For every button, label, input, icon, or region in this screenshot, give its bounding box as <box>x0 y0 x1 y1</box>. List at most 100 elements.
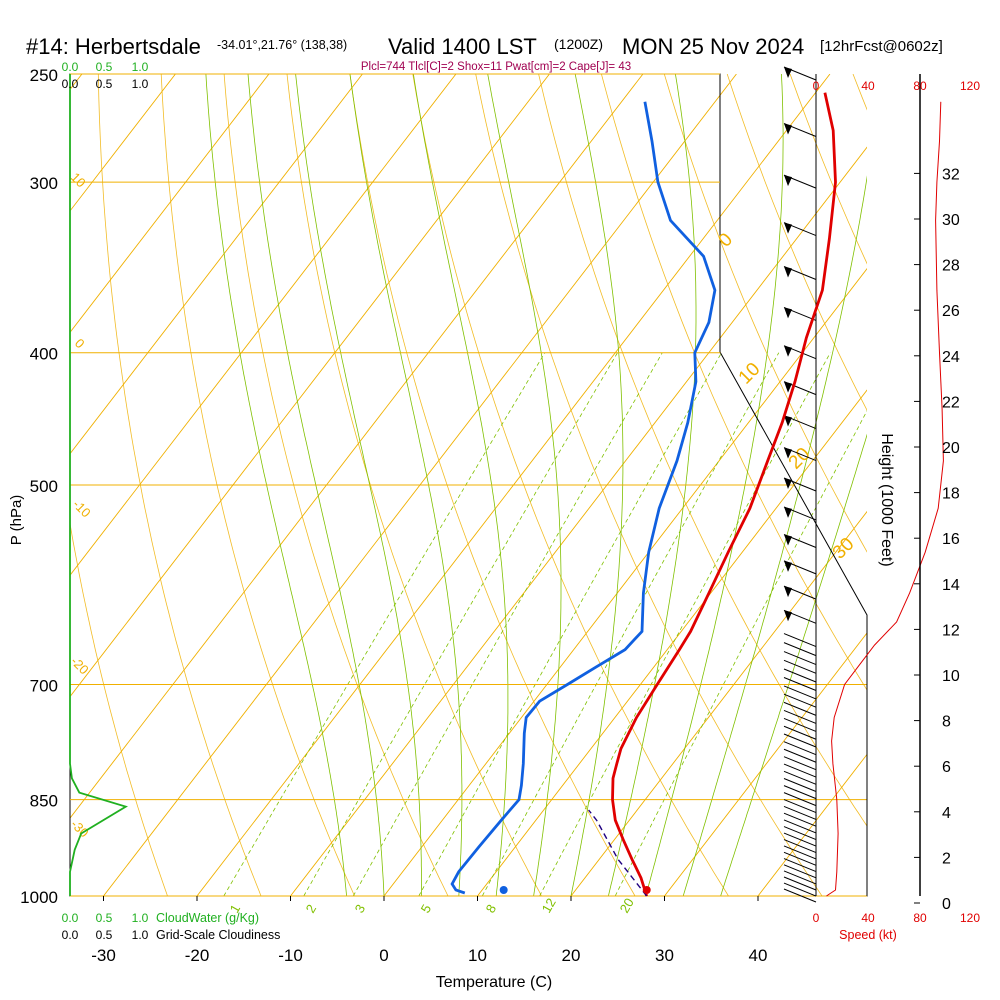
moist-adiabat <box>570 74 624 896</box>
wind-barb-flag <box>784 307 792 319</box>
height-tick-label: 6 <box>942 759 951 776</box>
wind-barb <box>783 882 817 897</box>
wind-barb <box>783 826 817 840</box>
dry-adiabat <box>601 74 867 691</box>
speed-tick-top: 40 <box>861 79 875 93</box>
wind-barb <box>783 741 817 756</box>
cloudiness-scale-bottom: 0.5 <box>96 928 113 942</box>
x-tick-label: 10 <box>468 946 487 965</box>
dry-adiabat <box>70 521 168 896</box>
wind-barb <box>783 845 817 860</box>
wind-barb <box>783 677 817 691</box>
cloudwater-label: CloudWater (g/Kg) <box>156 911 259 925</box>
sounding-indices: Plcl=744 Tlcl[C]=2 Shox=11 Pwat[cm]=2 Ca… <box>361 61 631 73</box>
cloudwater-scale-bottom: 1.0 <box>132 911 149 925</box>
height-tick-label: 0 <box>942 896 951 913</box>
parcel-line <box>588 809 648 897</box>
chart-series <box>69 74 837 897</box>
wind-barb <box>783 851 817 866</box>
cloudwater-scale-top: 0.0 <box>62 60 79 74</box>
moist-adiabat <box>487 74 562 896</box>
dry-adiabat <box>663 74 867 553</box>
wind-barb <box>783 870 817 885</box>
wind-barb-flag <box>784 610 792 622</box>
grid-clip <box>70 74 867 896</box>
pressure-tick-label: 850 <box>30 792 58 811</box>
pressure-tick-label: 400 <box>30 345 58 364</box>
isotherm-line <box>70 74 270 334</box>
wind-barb <box>783 839 817 854</box>
height-tick-label: 30 <box>942 212 960 229</box>
height-tick-label: 16 <box>942 531 960 548</box>
speed-tick-top: 120 <box>960 79 980 93</box>
forecast-cycle: [12hrFcst@0602z] <box>820 38 943 55</box>
wind-barb <box>783 876 817 891</box>
pressure-tick-label: 500 <box>30 477 58 496</box>
cloudwater-scale-bottom: 0.5 <box>96 911 113 925</box>
wind-barb <box>783 633 817 648</box>
wind-barb <box>783 888 817 903</box>
wind-barb <box>783 733 817 748</box>
wind-barb <box>783 717 817 732</box>
speed-tick-bottom: 40 <box>861 911 875 925</box>
isotherm-line <box>570 510 867 896</box>
height-tick-label: 8 <box>942 714 951 731</box>
wind-barb <box>783 693 817 708</box>
temperature-line <box>611 92 837 897</box>
dry-adiabat <box>286 74 542 896</box>
surface-dewpoint-dot <box>499 886 508 894</box>
wind-barb-flag <box>784 415 792 427</box>
forecast-date: MON 25 Nov 2024 <box>622 34 804 59</box>
cloudwater-scale-bottom: 0.0 <box>62 911 79 925</box>
isotherm-line <box>757 753 867 896</box>
dry-adiabat <box>349 74 636 896</box>
x-tick-label: -20 <box>185 946 210 965</box>
dry-adiabat <box>475 74 823 896</box>
height-tick-label: 20 <box>942 440 960 457</box>
mixing-ratio-line <box>303 352 618 896</box>
wind-barb-flag <box>784 478 792 489</box>
mixing-ratio-label: 12 <box>539 895 559 915</box>
isotherm-line <box>664 632 867 896</box>
height-tick-label: 4 <box>942 805 951 822</box>
speed-tick-bottom: 120 <box>960 911 980 925</box>
wind-panel <box>783 66 944 903</box>
isotherm-label: -10 <box>70 497 94 521</box>
wind-barb <box>783 770 817 785</box>
wind-barb <box>783 709 817 724</box>
cloudiness-scale-top: 0.5 <box>96 77 113 91</box>
dry-adiabat <box>97 74 262 896</box>
height-tick-label: 32 <box>942 166 960 183</box>
wind-barb-flag <box>784 447 792 459</box>
cloudiness-label: Grid-Scale Cloudiness <box>156 928 280 942</box>
x-tick-label: -30 <box>91 946 116 965</box>
wind-barb <box>783 858 817 873</box>
mixing-ratio-label: 8 <box>483 902 500 916</box>
wind-barb <box>783 763 817 778</box>
wind-barb <box>783 756 817 771</box>
x-tick-label: -10 <box>278 946 303 965</box>
speed-tick-top: 80 <box>913 79 927 93</box>
moist-adiabat <box>608 74 697 896</box>
isotherm-label: 30 <box>829 534 859 564</box>
station-coords: -34.01°,21.76° (138,38) <box>217 38 347 52</box>
dry-adiabat <box>726 74 867 412</box>
wind-barb <box>783 819 817 834</box>
speed-tick-top: 0 <box>813 79 820 93</box>
wind-barb <box>783 642 817 657</box>
dewpoint-line <box>450 101 717 895</box>
pressure-tick-label: 1000 <box>20 888 58 907</box>
x-tick-label: 0 <box>379 946 388 965</box>
dry-adiabat <box>160 74 355 896</box>
height-tick-label: 10 <box>942 668 960 685</box>
valid-time: Valid 1400 LST <box>388 34 537 59</box>
cloudwater-scale-top: 0.5 <box>96 60 113 74</box>
wind-speed-profile <box>826 101 944 897</box>
wind-barb <box>783 748 817 763</box>
wind-barb <box>783 864 817 879</box>
height-tick-label: 28 <box>942 258 960 275</box>
cloudiness-scale-top: 0.0 <box>62 77 79 91</box>
pressure-tick-label: 300 <box>30 174 58 193</box>
